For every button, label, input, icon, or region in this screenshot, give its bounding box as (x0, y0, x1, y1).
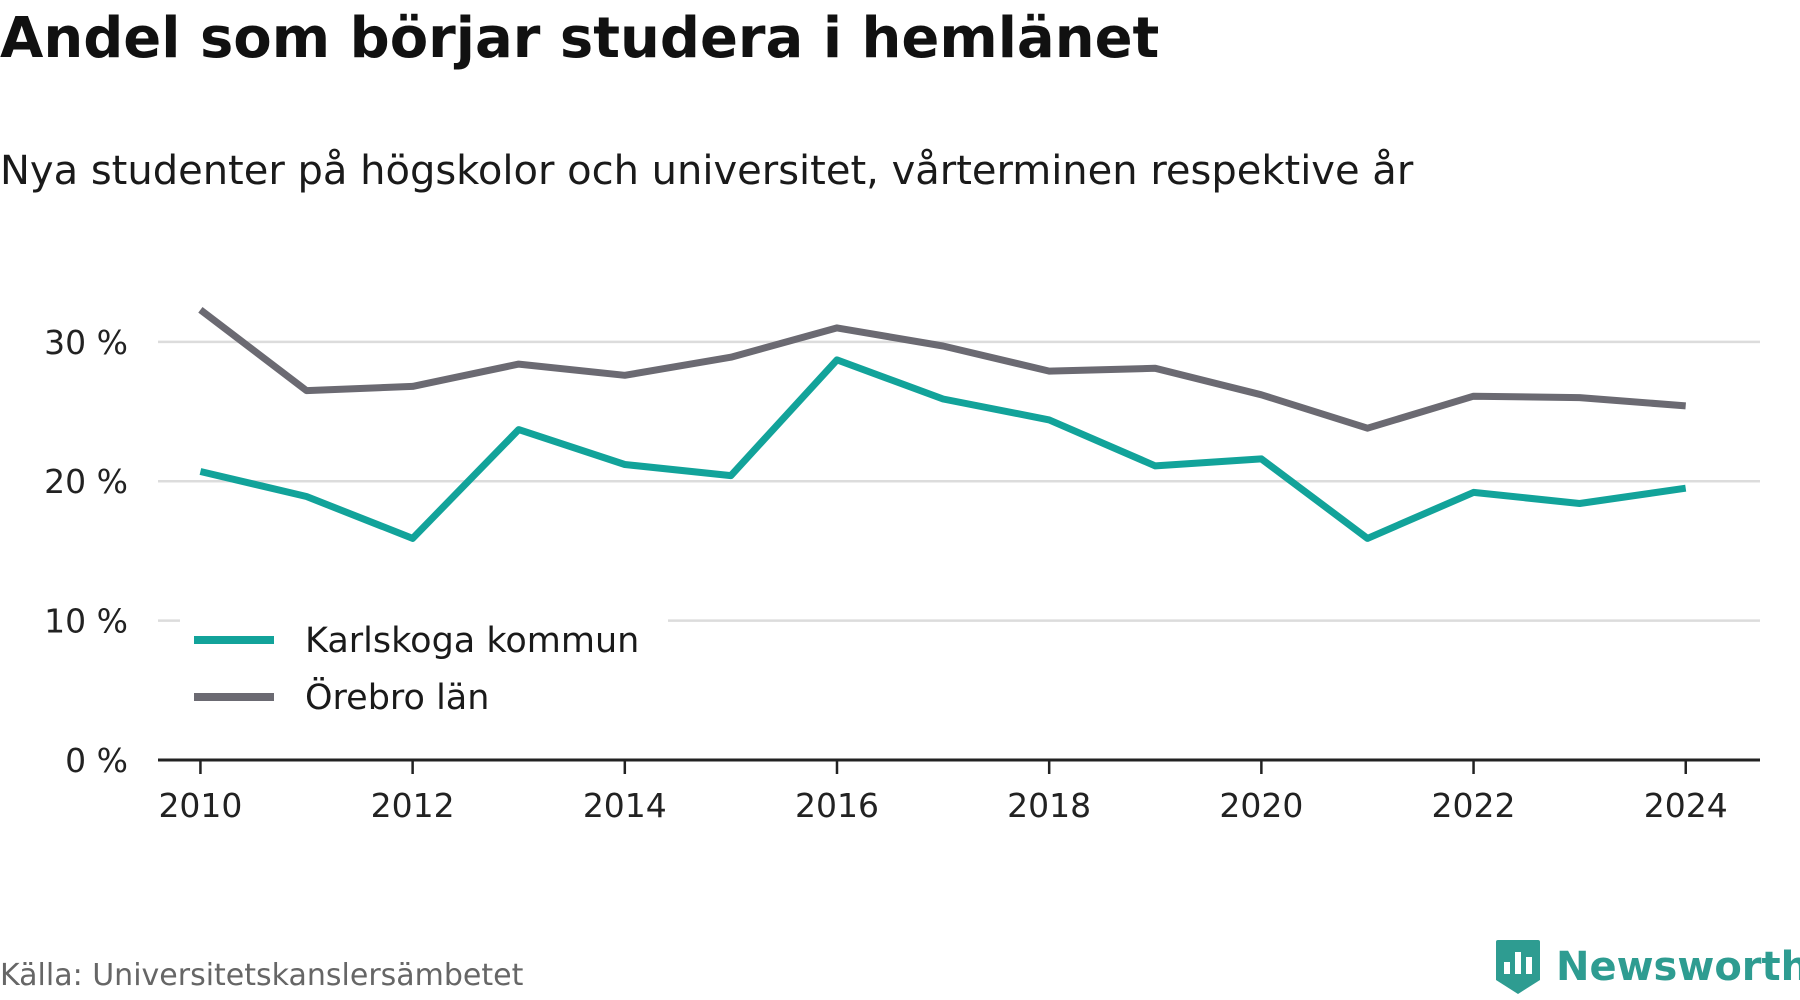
x-tick-label: 2022 (1432, 786, 1516, 825)
x-tick-label: 2016 (795, 786, 879, 825)
y-tick-label: 20 % (44, 462, 128, 501)
x-tick-label: 2014 (583, 786, 667, 825)
legend: Karlskoga kommun Örebro län (180, 612, 668, 724)
y-tick-label: 10 % (44, 602, 128, 641)
series-lines (198, 307, 1687, 542)
series-line-karlskoga (199, 356, 1687, 542)
series-line-orebro (198, 307, 1686, 432)
chart-title: Andel som börjar studera i hemlänet (0, 6, 1160, 71)
x-tick-label: 2012 (371, 786, 455, 825)
y-tick-label: 30 % (44, 323, 128, 362)
brand-logo: Newsworthy (1494, 938, 1800, 996)
chart-subtitle: Nya studenter på högskolor och universit… (0, 148, 1414, 194)
y-tick-label: 0 % (65, 741, 128, 780)
brand-name: Newsworthy (1556, 944, 1800, 990)
legend-label: Karlskoga kommun (305, 621, 639, 661)
legend-label: Örebro län (305, 676, 489, 718)
source-note: Källa: Universitetskanslersämbetet (0, 958, 524, 993)
x-axis: 2010 2012 2014 2016 2018 2020 2022 2024 (158, 758, 1760, 825)
legend-background (180, 612, 668, 724)
x-tick-label: 2020 (1219, 786, 1303, 825)
y-axis: 0 % 10 % 20 % 30 % (44, 323, 128, 780)
bar-chart-icon (1496, 940, 1540, 994)
x-tick-label: 2018 (1007, 786, 1091, 825)
x-tick-label: 2024 (1644, 786, 1728, 825)
x-tick-label: 2010 (158, 786, 242, 825)
